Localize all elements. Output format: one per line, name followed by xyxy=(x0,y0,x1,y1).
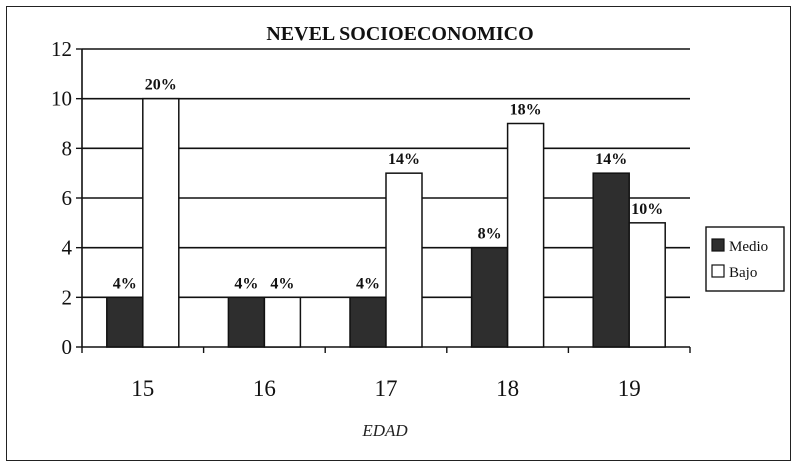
data-label-medio-15: 4% xyxy=(113,275,137,292)
bar-bajo-15 xyxy=(142,97,180,348)
chart-title: NEVEL SOCIOECONOMICO xyxy=(266,23,533,45)
y-tick-label: 6 xyxy=(62,186,73,210)
x-tick-label: 19 xyxy=(618,376,641,401)
x-tick-label: 16 xyxy=(253,376,276,401)
y-tick-label: 4 xyxy=(62,236,73,260)
bar-bajo-19 xyxy=(628,222,666,348)
x-tick-label: 15 xyxy=(131,376,154,401)
bar-bajo-16 xyxy=(263,296,302,348)
y-tick-label: 2 xyxy=(62,285,73,309)
x-axis-label: EDAD xyxy=(361,421,408,440)
data-label-medio-18: 8% xyxy=(478,226,502,243)
bar-bajo-18 xyxy=(506,122,545,348)
bar-medio-16 xyxy=(227,296,266,348)
y-tick-label: 10 xyxy=(51,87,72,111)
legend-label-medio: Medio xyxy=(729,239,768,255)
data-label-bajo-18: 18% xyxy=(510,102,542,119)
bar-medio-17 xyxy=(349,296,387,348)
legend-swatch-bajo xyxy=(711,264,725,278)
data-label-bajo-16: 4% xyxy=(270,275,294,292)
data-label-bajo-15: 20% xyxy=(145,77,177,94)
y-tick-label: 12 xyxy=(51,37,72,61)
legend-swatch-medio xyxy=(711,238,725,252)
y-tick-label: 0 xyxy=(62,335,73,359)
bar-medio-15 xyxy=(106,296,144,348)
data-labels: 4% 4% 4% 8% 14% 20% 4% 14% 18% 10% xyxy=(113,77,663,293)
legend-label-bajo: Bajo xyxy=(729,265,757,281)
bar-bajo-17 xyxy=(385,172,423,348)
data-label-medio-16: 4% xyxy=(234,275,258,292)
data-label-medio-17: 4% xyxy=(356,275,380,292)
bar-medio-18 xyxy=(470,246,509,348)
x-tick-label: 18 xyxy=(496,376,519,401)
data-label-bajo-19: 10% xyxy=(631,201,663,218)
x-tick-label: 17 xyxy=(375,376,398,401)
bar-medio-19 xyxy=(592,172,630,348)
axes: 0 2 4 6 8 10 12 15 16 17 18 19 xyxy=(51,37,691,401)
bars xyxy=(106,97,666,348)
data-label-medio-19: 14% xyxy=(595,151,627,168)
legend-box xyxy=(705,226,785,292)
data-label-bajo-17: 14% xyxy=(388,151,420,168)
y-tick-label: 8 xyxy=(62,136,73,160)
legend: Medio Bajo xyxy=(705,226,785,292)
